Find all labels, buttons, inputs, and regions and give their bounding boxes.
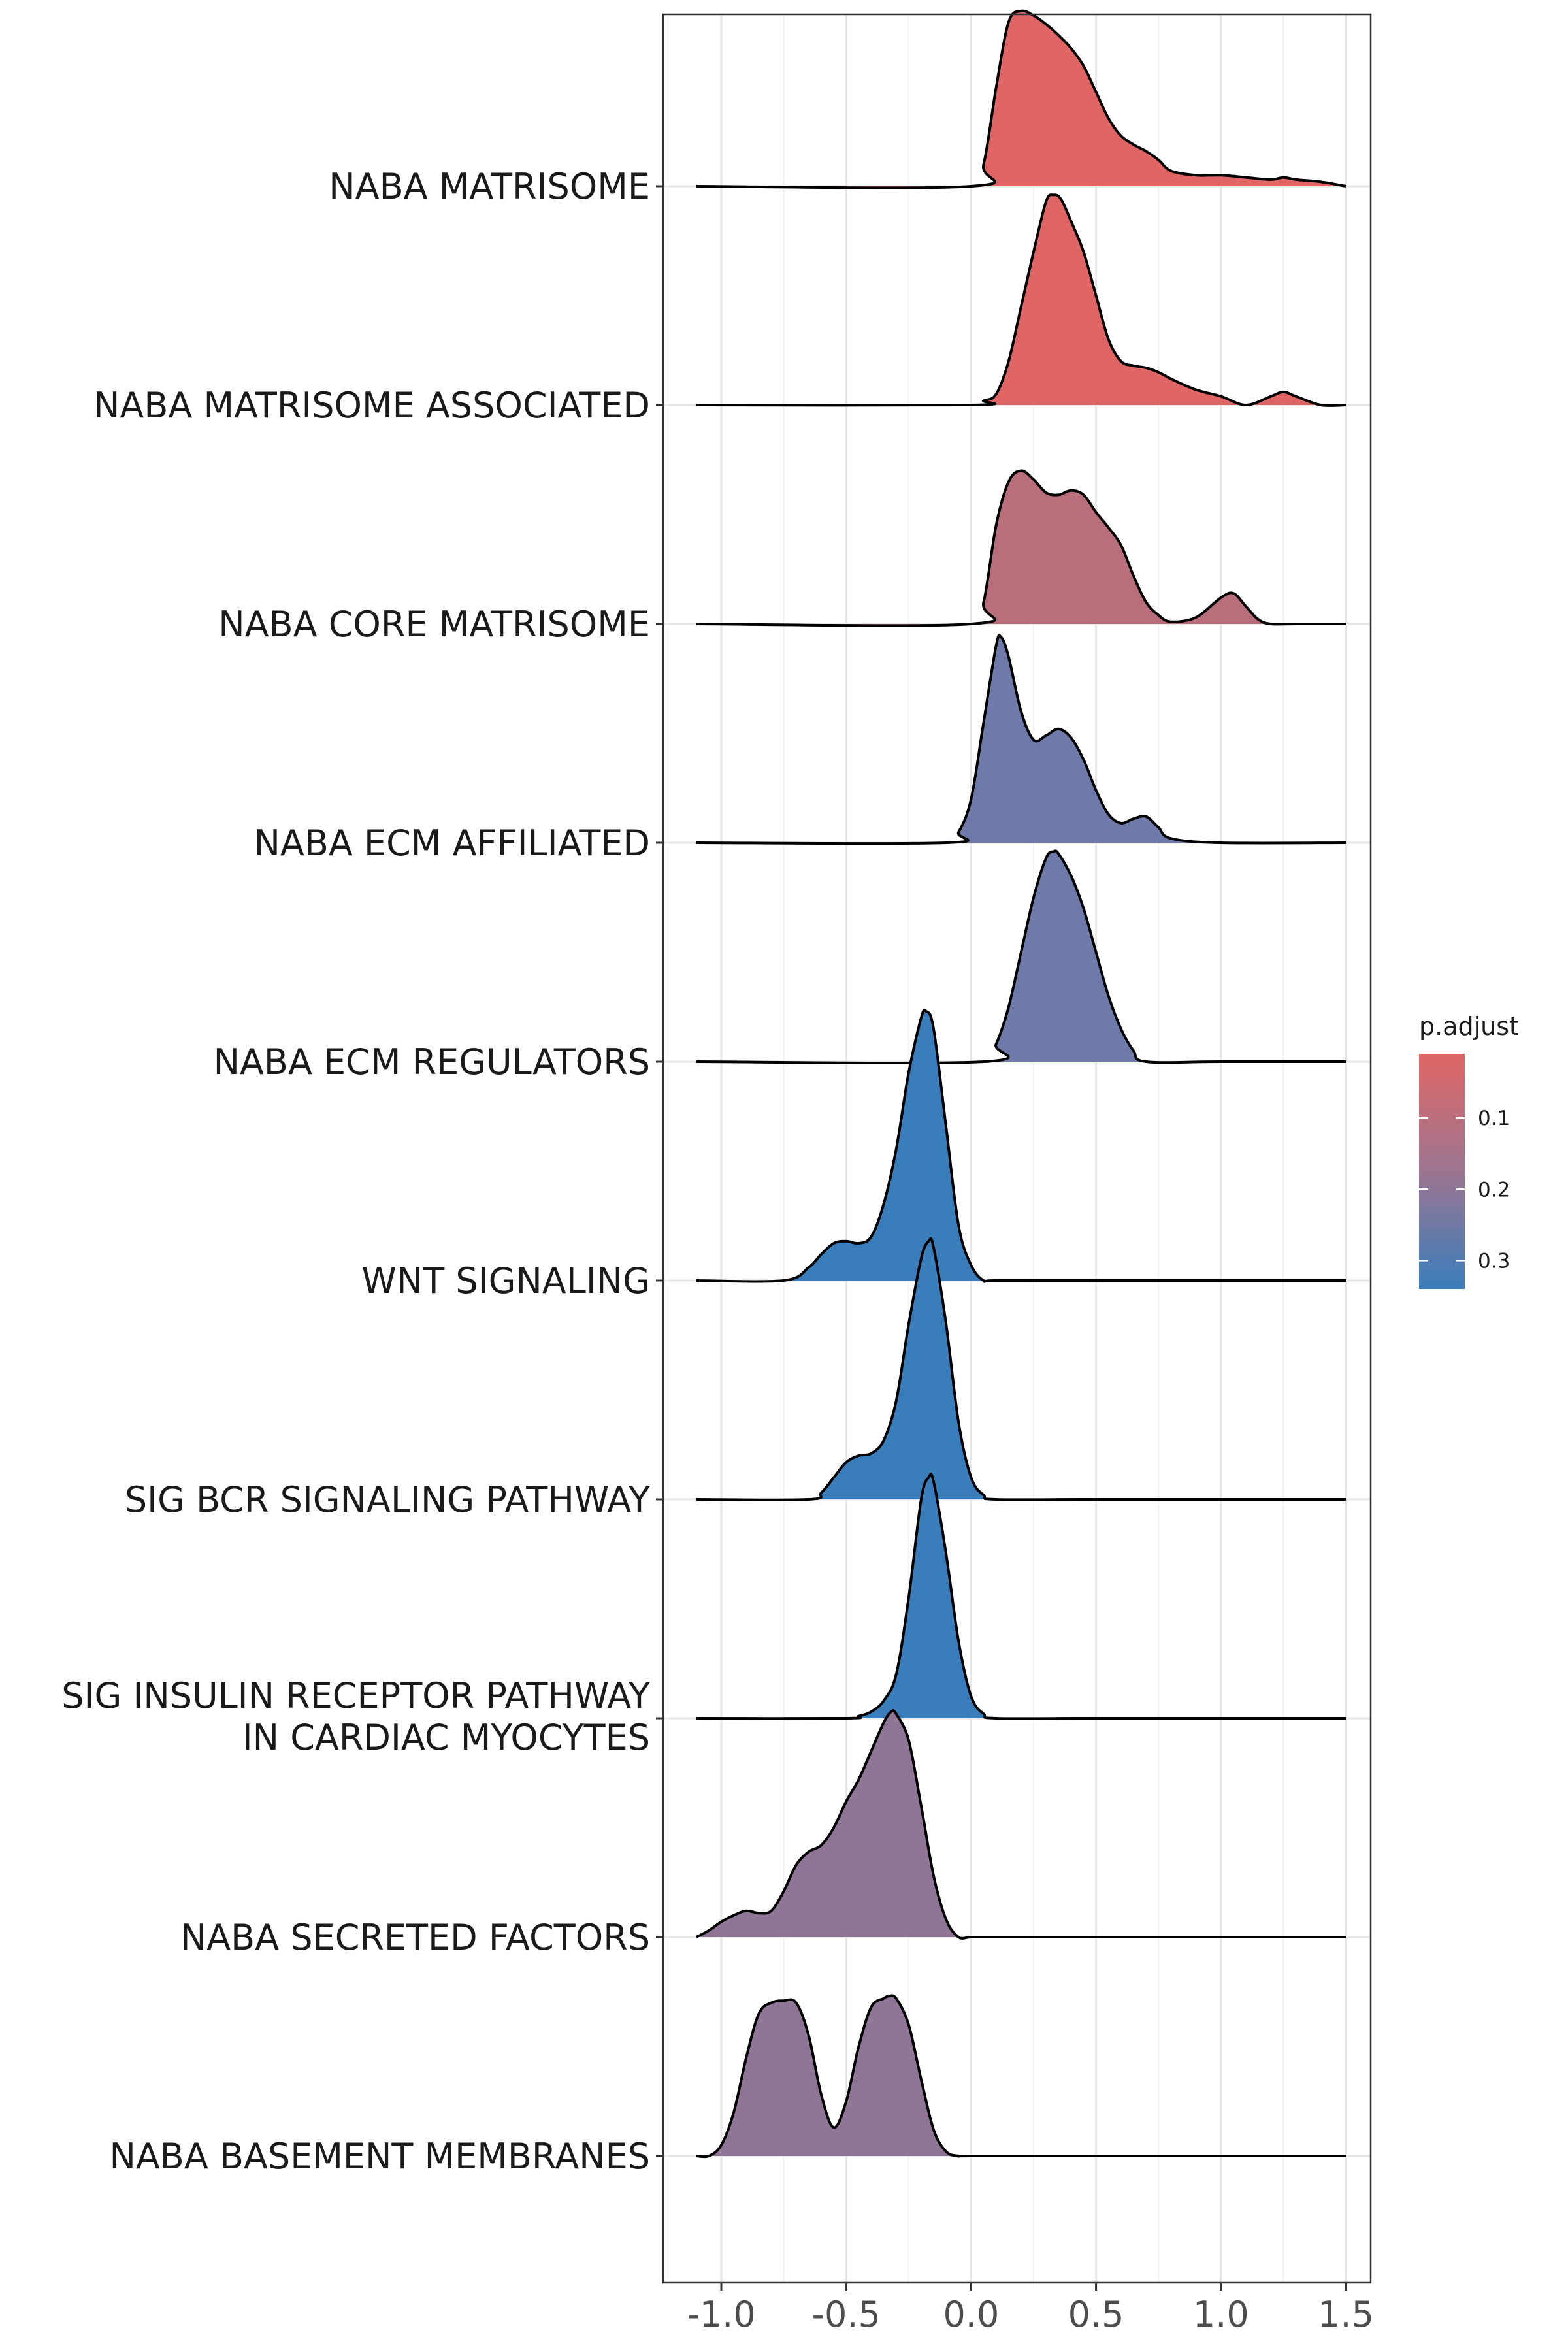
ridge-1 bbox=[696, 9, 1347, 189]
y-tick-label: NABA BASEMENT MEMBRANES bbox=[109, 2136, 650, 2177]
y-tick-label: NABA CORE MATRISOME bbox=[218, 604, 650, 645]
ridge-outline bbox=[696, 849, 1346, 1064]
ridge-10 bbox=[696, 1994, 1346, 2159]
ridge-outline bbox=[695, 1709, 1346, 1940]
y-tick-label: SIG BCR SIGNALING PATHWAY bbox=[125, 1479, 651, 1520]
legend-ticks: 0.1 0.2 0.3 bbox=[1419, 1107, 1510, 1273]
legend: p.adjust 0.1 0.2 0.3 bbox=[1419, 1012, 1519, 1289]
y-tick-label: NABA ECM AFFILIATED bbox=[254, 823, 651, 864]
y-tick-label: SIG INSULIN RECEPTOR PATHWAY IN CARDIAC M… bbox=[61, 1675, 651, 1758]
y-tick-label: NABA MATRISOME bbox=[329, 166, 650, 207]
x-tick-label: -0.5 bbox=[812, 2294, 881, 2335]
ridge-outline bbox=[696, 9, 1347, 189]
x-tick-label: 1.0 bbox=[1193, 2294, 1249, 2335]
ridge-outline bbox=[696, 1472, 1346, 1720]
legend-tick-label: 0.2 bbox=[1478, 1178, 1510, 1201]
ridge-fill bbox=[696, 1710, 1346, 1938]
ridge-outline bbox=[696, 1237, 1346, 1501]
x-axis: -1.0 -0.5 0.0 0.5 1.0 1.5 bbox=[687, 2283, 1374, 2335]
ridge-2 bbox=[696, 193, 1347, 407]
panel-border bbox=[662, 13, 1372, 2284]
legend-title: p.adjust bbox=[1419, 1012, 1519, 1041]
ridge-6 bbox=[696, 1008, 1346, 1283]
y-tick-label: NABA ECM REGULATORS bbox=[214, 1041, 650, 1083]
x-tick-label: 0.0 bbox=[943, 2294, 999, 2335]
legend-tick-label: 0.1 bbox=[1478, 1107, 1510, 1130]
y-tick-label: WNT SIGNALING bbox=[361, 1260, 650, 1301]
ridge-4 bbox=[696, 634, 1347, 845]
ridge-8 bbox=[696, 1472, 1346, 1720]
ridge-fill bbox=[696, 635, 1346, 844]
ridge-fill bbox=[696, 470, 1346, 626]
ridge-outline bbox=[696, 193, 1347, 407]
ridge-outline bbox=[696, 1994, 1346, 2159]
x-tick-label: 1.5 bbox=[1318, 2294, 1374, 2335]
ridge-outline bbox=[696, 469, 1346, 627]
ridge-3 bbox=[696, 469, 1346, 627]
ridge-fill bbox=[696, 1995, 1346, 2157]
ridge-fill bbox=[696, 195, 1346, 406]
x-tick-label: -1.0 bbox=[687, 2294, 755, 2335]
ridge-5 bbox=[696, 849, 1346, 1064]
ridge-7 bbox=[696, 1237, 1346, 1501]
ridge-outline bbox=[696, 634, 1347, 845]
legend-colorbar bbox=[1419, 1054, 1465, 1289]
ridge-fill bbox=[696, 10, 1346, 188]
x-tick-label: 0.5 bbox=[1068, 2294, 1124, 2335]
y-tick-label: NABA SECRETED FACTORS bbox=[180, 1917, 650, 1958]
ridge-9 bbox=[695, 1709, 1346, 1940]
y-tick-label: NABA MATRISOME ASSOCIATED bbox=[93, 385, 650, 426]
legend-tick-label: 0.3 bbox=[1478, 1249, 1510, 1273]
y-axis-labels: NABA MATRISOME NABA MATRISOME ASSOCIATED N… bbox=[61, 166, 663, 2177]
ridges bbox=[695, 9, 1347, 2159]
ridge-outline bbox=[696, 1008, 1346, 1283]
